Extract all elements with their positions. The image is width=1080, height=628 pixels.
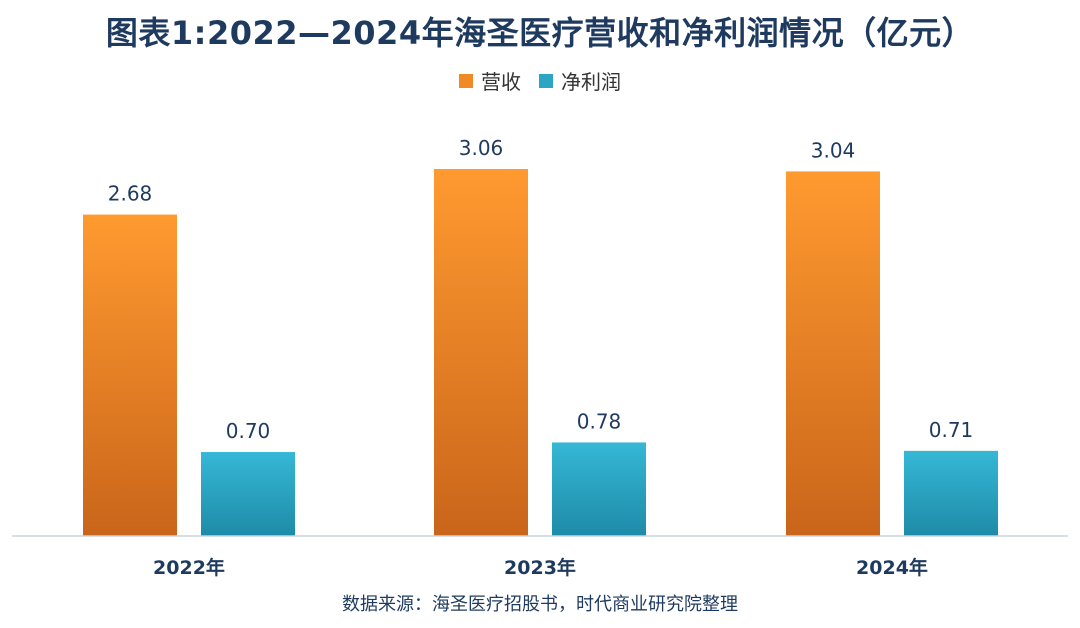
source-note: 数据来源：海圣医疗招股书，时代商业研究院整理	[342, 594, 738, 615]
chart-title: 图表1:2022—2024年海圣医疗营收和净利润情况（亿元）	[105, 14, 975, 52]
legend-item-revenue: 营收	[459, 66, 521, 95]
legend-label-net-profit: 净利润	[561, 70, 621, 94]
bar-net-profit-2	[552, 442, 646, 536]
legend-label-revenue: 营收	[481, 70, 521, 94]
bar-revenue-2	[434, 169, 528, 536]
x-tick-label-3: 2024年	[856, 556, 928, 579]
legend-swatch-revenue	[459, 73, 473, 88]
data-label-net-profit-2: 0.78	[577, 409, 622, 433]
data-label-revenue-2: 3.06	[459, 136, 504, 160]
bar-revenue-1	[83, 214, 177, 536]
data-label-net-profit-3: 0.71	[929, 418, 974, 442]
x-tick-label-2: 2023年	[504, 556, 576, 579]
data-label-revenue-3: 3.04	[811, 138, 856, 162]
data-label-revenue-1: 2.68	[108, 182, 153, 206]
legend: 营收 净利润	[0, 66, 1080, 95]
bar-net-profit-3	[904, 450, 998, 536]
x-tick-label-1: 2022年	[153, 556, 225, 579]
bar-revenue-3	[786, 171, 880, 537]
data-label-net-profit-1: 0.70	[226, 419, 271, 443]
bar-net-profit-1	[201, 452, 295, 536]
legend-item-net-profit: 净利润	[539, 66, 621, 95]
legend-swatch-net-profit	[539, 73, 553, 88]
